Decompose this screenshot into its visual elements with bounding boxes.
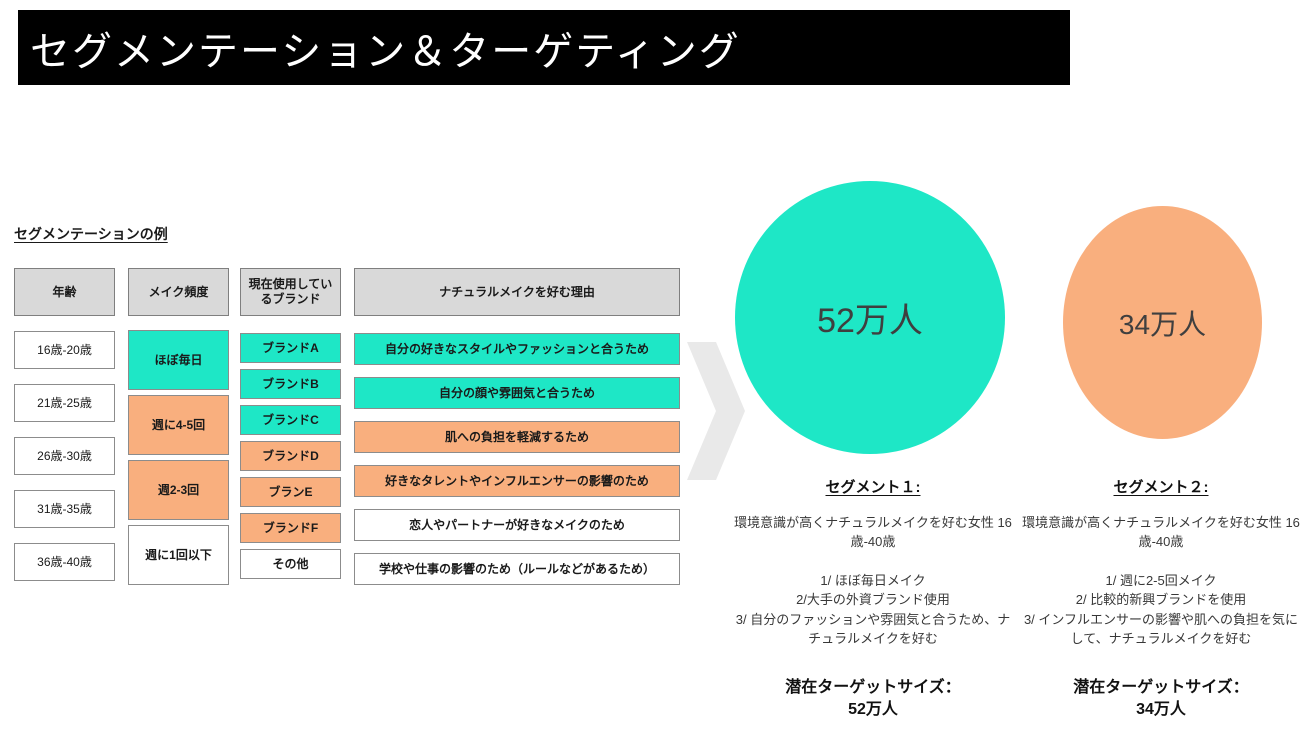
target-size-value: 52万人 bbox=[848, 700, 898, 718]
column-header-brand: 現在使用しているブランド bbox=[240, 268, 341, 316]
segment-1-block: セグメント１: 環境意識が高くナチュラルメイクを好む女性 16歳-40歳 1/ … bbox=[733, 477, 1013, 721]
table-cell: ブランドD bbox=[240, 441, 341, 471]
segment-2-block: セグメント２: 環境意識が高くナチュラルメイクを好む女性 16歳-40歳 1/ … bbox=[1020, 477, 1300, 721]
table-cell: 週2-3回 bbox=[128, 460, 229, 520]
table-cell: ブランドC bbox=[240, 405, 341, 435]
table-cell: ブランドB bbox=[240, 369, 341, 399]
target-size-label: 潜在ターゲットサイズ： bbox=[1073, 678, 1249, 696]
segment-1-description: 環境意識が高くナチュラルメイクを好む女性 16歳-40歳 bbox=[734, 514, 1012, 550]
segment-2-description: 環境意識が高くナチュラルメイクを好む女性 16歳-40歳 bbox=[1022, 514, 1300, 550]
table-cell: 週に4-5回 bbox=[128, 395, 229, 455]
segment-1-target: 潜在ターゲットサイズ： 52万人 bbox=[733, 677, 1013, 722]
segment-1-points: 1/ ほぼ毎日メイク 2/大手の外資ブランド使用 3/ 自分のファッションや雰囲… bbox=[733, 571, 1013, 649]
segment-point: 1/ ほぼ毎日メイク bbox=[820, 572, 926, 588]
target-size-label: 潜在ターゲットサイズ： bbox=[785, 678, 961, 696]
segment-1-size: 52万人 bbox=[817, 302, 923, 340]
segment-point: 3/ 自分のファッションや雰囲気と合うため、ナチュラルメイクを好む bbox=[735, 611, 1011, 647]
column-current-brand: 現在使用しているブランド ブランドA ブランドB ブランドC ブランドD ブラン… bbox=[240, 268, 341, 579]
segment-point: 2/ 比較的新興ブランドを使用 bbox=[1075, 592, 1247, 607]
table-cell: 自分の顔や雰囲気と合うため bbox=[354, 377, 680, 409]
target-size-value: 34万人 bbox=[1136, 700, 1186, 718]
title-banner: セグメンテーション＆ターゲティング bbox=[18, 10, 1070, 85]
table-cell: ほぼ毎日 bbox=[128, 330, 229, 390]
table-cell: その他 bbox=[240, 549, 341, 579]
segment-1-bubble: 52万人 bbox=[735, 181, 1005, 454]
table-cell: ブランE bbox=[240, 477, 341, 507]
table-cell: 学校や仕事の影響のため（ルールなどがあるため） bbox=[354, 553, 680, 585]
segment-point: 1/ 週に2-5回メイク bbox=[1105, 572, 1217, 588]
segment-2-bubble: 34万人 bbox=[1063, 206, 1262, 439]
page-title: セグメンテーション＆ターゲティング bbox=[30, 29, 741, 74]
table-cell: 自分の好きなスタイルやファッションと合うため bbox=[354, 333, 680, 365]
segment-point: 2/大手の外資ブランド使用 bbox=[796, 592, 950, 607]
segment-point: 3/ インフルエンサーの影響や肌への負担を気にして、ナチュラルメイクを好む bbox=[1023, 611, 1299, 647]
table-cell: 週に1回以下 bbox=[128, 525, 229, 585]
segment-2-title: セグメント２: bbox=[1113, 479, 1209, 496]
table-cell: 31歳-35歳 bbox=[14, 490, 115, 528]
table-cell: ブランドF bbox=[240, 513, 341, 543]
segment-2-target: 潜在ターゲットサイズ： 34万人 bbox=[1020, 677, 1300, 722]
table-cell: 恋人やパートナーが好きなメイクのため bbox=[354, 509, 680, 541]
segmentation-example-heading: セグメンテーションの例 bbox=[14, 226, 168, 242]
table-cell: 肌への負担を軽減するため bbox=[354, 421, 680, 453]
segment-2-size: 34万人 bbox=[1118, 308, 1207, 340]
table-cell: 36歳-40歳 bbox=[14, 543, 115, 581]
table-cell: 16歳-20歳 bbox=[14, 331, 115, 369]
segment-2-points: 1/ 週に2-5回メイク 2/ 比較的新興ブランドを使用 3/ インフルエンサー… bbox=[1020, 571, 1300, 649]
column-header-age: 年齢 bbox=[14, 268, 115, 316]
table-cell: 26歳-30歳 bbox=[14, 437, 115, 475]
column-reason: ナチュラルメイクを好む理由 自分の好きなスタイルやファッションと合うため 自分の… bbox=[354, 268, 680, 585]
table-cell: 好きなタレントやインフルエンサーの影響のため bbox=[354, 465, 680, 497]
column-makeup-frequency: メイク頻度 ほぼ毎日 週に4-5回 週2-3回 週に1回以下 bbox=[128, 268, 229, 585]
flow-arrow-icon bbox=[687, 342, 745, 480]
column-header-reason: ナチュラルメイクを好む理由 bbox=[354, 268, 680, 316]
column-age: 年齢 16歳-20歳 21歳-25歳 26歳-30歳 31歳-35歳 36歳-4… bbox=[14, 268, 115, 581]
column-header-frequency: メイク頻度 bbox=[128, 268, 229, 316]
segment-1-title: セグメント１: bbox=[825, 479, 921, 496]
table-cell: ブランドA bbox=[240, 333, 341, 363]
table-cell: 21歳-25歳 bbox=[14, 384, 115, 422]
